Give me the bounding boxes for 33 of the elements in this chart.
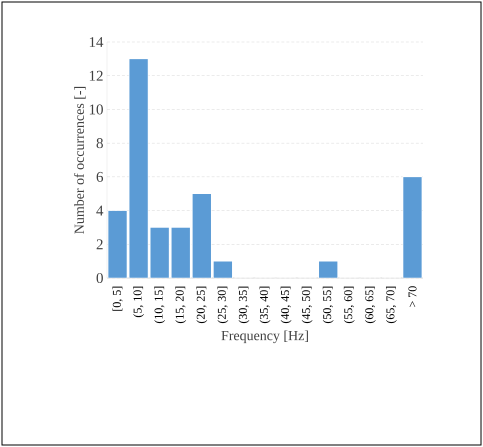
bar (213, 260, 233, 278)
x-tick-label: [0, 5] (112, 286, 123, 311)
x-tick-label: (35, 40] (260, 286, 270, 324)
bar (128, 58, 148, 278)
x-tick-label: (45, 50] (302, 286, 313, 324)
bar (402, 176, 422, 278)
x-tick-label: (20, 25] (196, 286, 208, 324)
bar (150, 227, 170, 278)
y-axis-title: Number of occurrences [-] (74, 86, 86, 234)
y-tick-label: 6 (96, 172, 104, 182)
x-tick-label: (15, 20] (175, 286, 186, 324)
y-tick-label: 10 (90, 104, 103, 114)
y-tick-label: 8 (96, 138, 103, 148)
bar (108, 210, 128, 278)
y-tick-label: 14 (90, 37, 104, 47)
y-tick-label: 0 (96, 272, 103, 284)
x-tick-label: (60, 65] (364, 286, 376, 324)
x-tick-label: (25, 30] (217, 286, 228, 324)
bar (170, 227, 191, 278)
x-axis-title: Frequency [Hz] (221, 330, 308, 344)
y-tick-label: 2 (96, 239, 103, 250)
x-tick-label: (40, 45] (280, 286, 292, 324)
y-tick-label: 12 (90, 70, 103, 81)
bar (318, 260, 338, 278)
x-tick-label: (5, 10] (133, 286, 144, 318)
x-tick-label: (50, 55] (322, 286, 334, 324)
x-tick-label: (55, 60] (344, 286, 355, 324)
y-tick-label: 4 (96, 206, 104, 216)
bar (192, 193, 212, 278)
x-tick-label: > 70 (408, 286, 416, 307)
x-tick-label: (10, 15] (154, 286, 166, 324)
x-tick-label: (65, 70] (386, 286, 397, 324)
x-tick-label: (30, 35] (238, 286, 250, 324)
